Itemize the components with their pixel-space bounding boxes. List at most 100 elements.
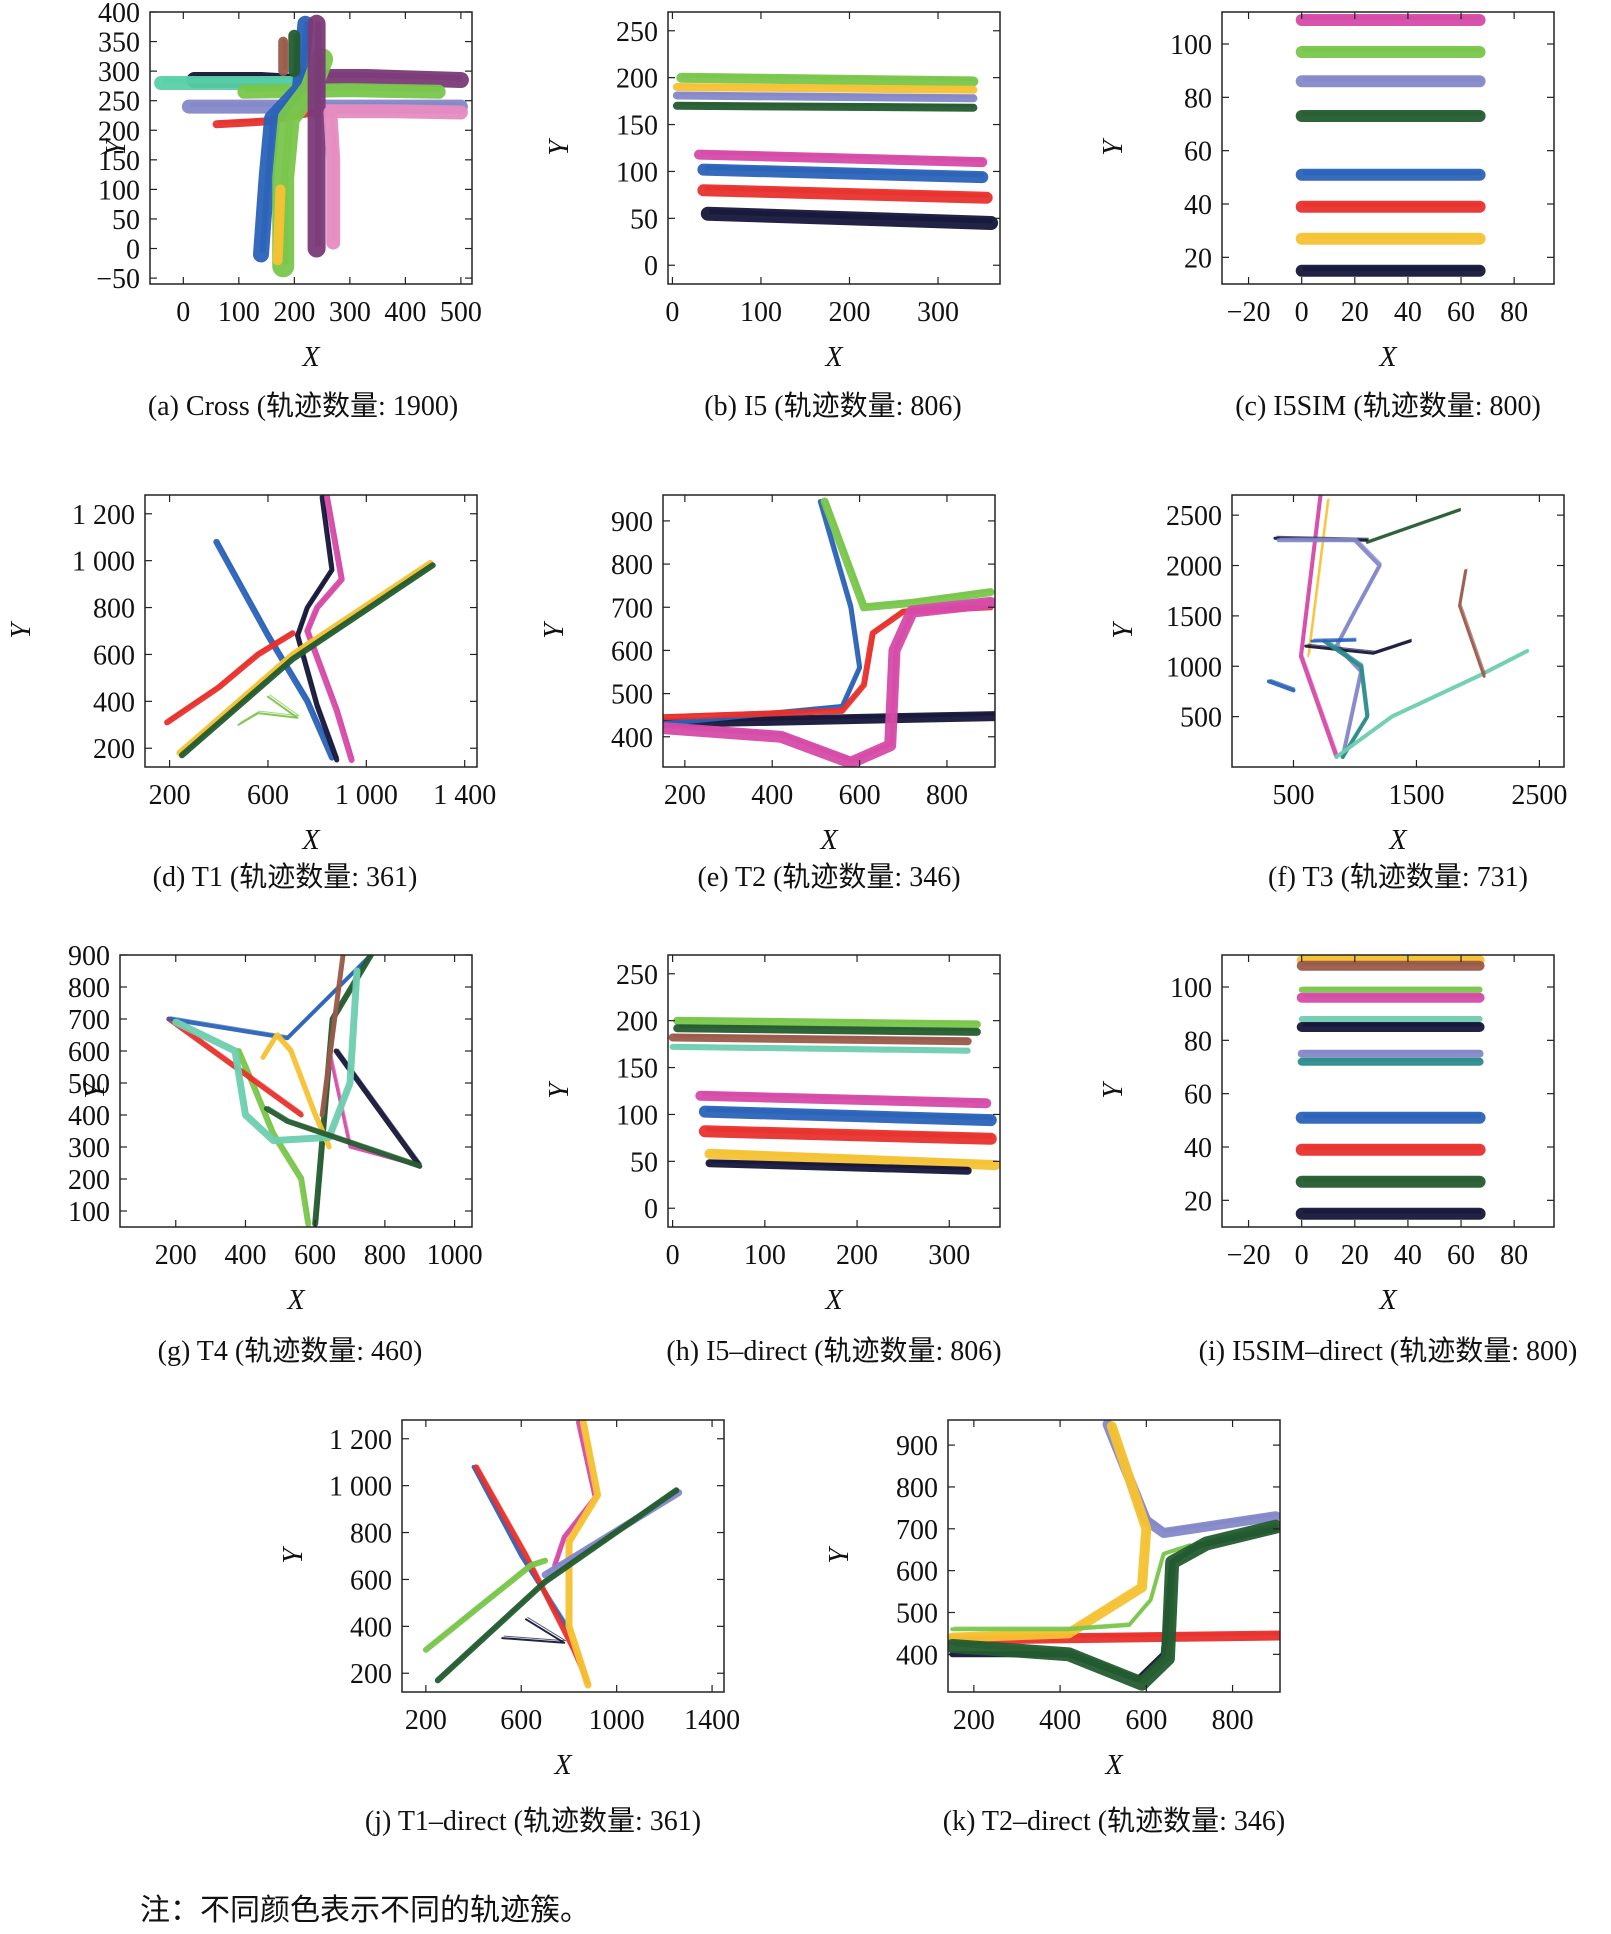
y-tick-label: 100 [1170, 973, 1212, 1004]
panel-a: 0 100 200 300 400 500−50050100150200250300350… [96, 0, 482, 422]
y-tick-label: 800 [350, 1519, 392, 1550]
y-tick-label: 150 [98, 146, 140, 177]
series-brown [319, 955, 346, 1118]
series-darkgreen [1365, 508, 1461, 544]
series-brown-spread [674, 1034, 970, 1041]
panel-k: 200 400 600 800 400 500 600 700 800 900 X Y (k) T2–d… [824, 1419, 1285, 1837]
series-blue-spread [664, 499, 862, 723]
x-tick-label: 0 [1295, 297, 1309, 328]
y-tick-label: 350 [98, 28, 140, 59]
y-tick-label: 700 [611, 593, 653, 624]
x-tick-label: −20 [1227, 1240, 1271, 1271]
series-mint [669, 1043, 971, 1054]
x-tick-label: 1000 [589, 1705, 645, 1736]
x-tick-label: 600 [247, 780, 289, 811]
series-blue-spread [170, 955, 372, 1037]
plot-area [154, 14, 469, 278]
y-tick-label: 1500 [1166, 602, 1222, 633]
panel-caption: (j) T1–direct (轨迹数量: 361) [365, 1805, 701, 1837]
series-red-spread [168, 630, 295, 722]
x-tick-label: 200 [828, 297, 870, 328]
x-tick-label: −20 [1227, 297, 1271, 328]
panel-c: −20 0 20 40 60 80 20 40 60 80 100 X Y (c) I5SIM (轨迹数量… [1098, 11, 1555, 422]
y-tick-label: 100 [1170, 30, 1212, 61]
y-tick-label: 150 [616, 111, 658, 142]
y-axis-label: Y [544, 137, 575, 156]
series-magenta-spread [664, 598, 993, 763]
series-navy-spread [298, 495, 340, 759]
x-tick-label: 20 [1341, 297, 1369, 328]
y-tick-label: 600 [350, 1565, 392, 1596]
y-tick-label: 600 [93, 640, 135, 671]
series-navy-spread [710, 1159, 970, 1171]
panel-caption: (a) Cross (轨迹数量: 1900) [148, 390, 458, 422]
y-tick-label: 80 [1184, 83, 1212, 114]
series-mint-spread [1337, 648, 1529, 756]
y-tick-label: 500 [68, 1069, 110, 1100]
plot-area [422, 1420, 683, 1689]
x-tick-label: 1500 [1388, 780, 1444, 811]
series-blue [213, 538, 335, 761]
series-magenta [1298, 495, 1339, 759]
series-darkgreen-spread [953, 1522, 1278, 1685]
series-yellow [1307, 499, 1329, 658]
series-darkgreen-spread [678, 102, 975, 108]
panel-caption: (i) I5SIM–direct (轨迹数量: 800) [1199, 1335, 1578, 1367]
series-navy-spread [503, 1616, 567, 1642]
x-tick-label: 80 [1500, 1240, 1528, 1271]
x-tick-label: 200 [155, 1240, 197, 1271]
series-lavender [672, 91, 978, 103]
y-tick-label: 2000 [1166, 552, 1222, 583]
series-yellow-spread [180, 560, 433, 752]
series-brown-spread [1460, 568, 1487, 675]
y-tick-label: 1 200 [329, 1425, 392, 1456]
y-tick-label: 100 [68, 1197, 110, 1228]
plot-area [166, 955, 423, 1227]
series-red-spread [706, 1127, 993, 1139]
x-axis-label: X [301, 825, 320, 856]
x-tick-label: 200 [836, 1240, 878, 1271]
x-tick-label: 60 [1447, 297, 1475, 328]
x-tick-label: 200 [273, 297, 315, 328]
x-tick-label: 0 [665, 297, 679, 328]
plot-area [1295, 14, 1486, 277]
series-darkgreen-spread [678, 1024, 979, 1032]
panel-b: 0 100 200 300 0 50 100 150 200 250 X Y (b) I5 (轨迹数量:… [544, 11, 1001, 422]
series-magenta [694, 149, 988, 168]
x-tick-label: 40 [1394, 297, 1422, 328]
x-tick-label: 800 [926, 780, 968, 811]
series-magenta-spread [307, 495, 355, 759]
y-tick-label: 300 [98, 57, 140, 88]
panel-g: 200 400 600 800 1000100200300400500600700800… [68, 941, 483, 1367]
y-tick-label: 700 [896, 1515, 938, 1546]
x-tick-label: 200 [953, 1705, 995, 1736]
x-tick-label: 200 [149, 780, 191, 811]
y-axis-label: Y [544, 1080, 575, 1099]
series-lavender-spread [678, 92, 975, 98]
series-blue-spread [706, 1107, 993, 1121]
x-axis-label: X [1104, 1750, 1123, 1781]
y-tick-label: 400 [93, 687, 135, 718]
series-yellow-spread [569, 1420, 601, 1684]
series-yellow [672, 83, 978, 94]
panel-caption: (f) T3 (轨迹数量: 731) [1268, 861, 1528, 893]
y-tick-label: 0 [644, 1194, 658, 1225]
panel-h: 0 100 200 300 0 50 100 150 200 250 X Y (h) I5–direct… [544, 954, 1002, 1367]
series-brown-spread [322, 955, 346, 1114]
x-tick-label: 400 [751, 780, 793, 811]
y-tick-label: 200 [68, 1165, 110, 1196]
axes-frame [667, 954, 1001, 1228]
y-tick-label: 200 [616, 1007, 658, 1038]
series-red-spread [704, 186, 989, 198]
plot-area [1295, 955, 1486, 1220]
y-tick-label: 900 [68, 941, 110, 972]
axes-frame [119, 954, 473, 1228]
y-tick-label: 700 [68, 1005, 110, 1036]
series-navy2 [1304, 639, 1412, 655]
plot-area [668, 1016, 1000, 1175]
x-tick-label: 80 [1500, 297, 1528, 328]
series-green [237, 695, 299, 726]
axes-frame [947, 1419, 1281, 1693]
